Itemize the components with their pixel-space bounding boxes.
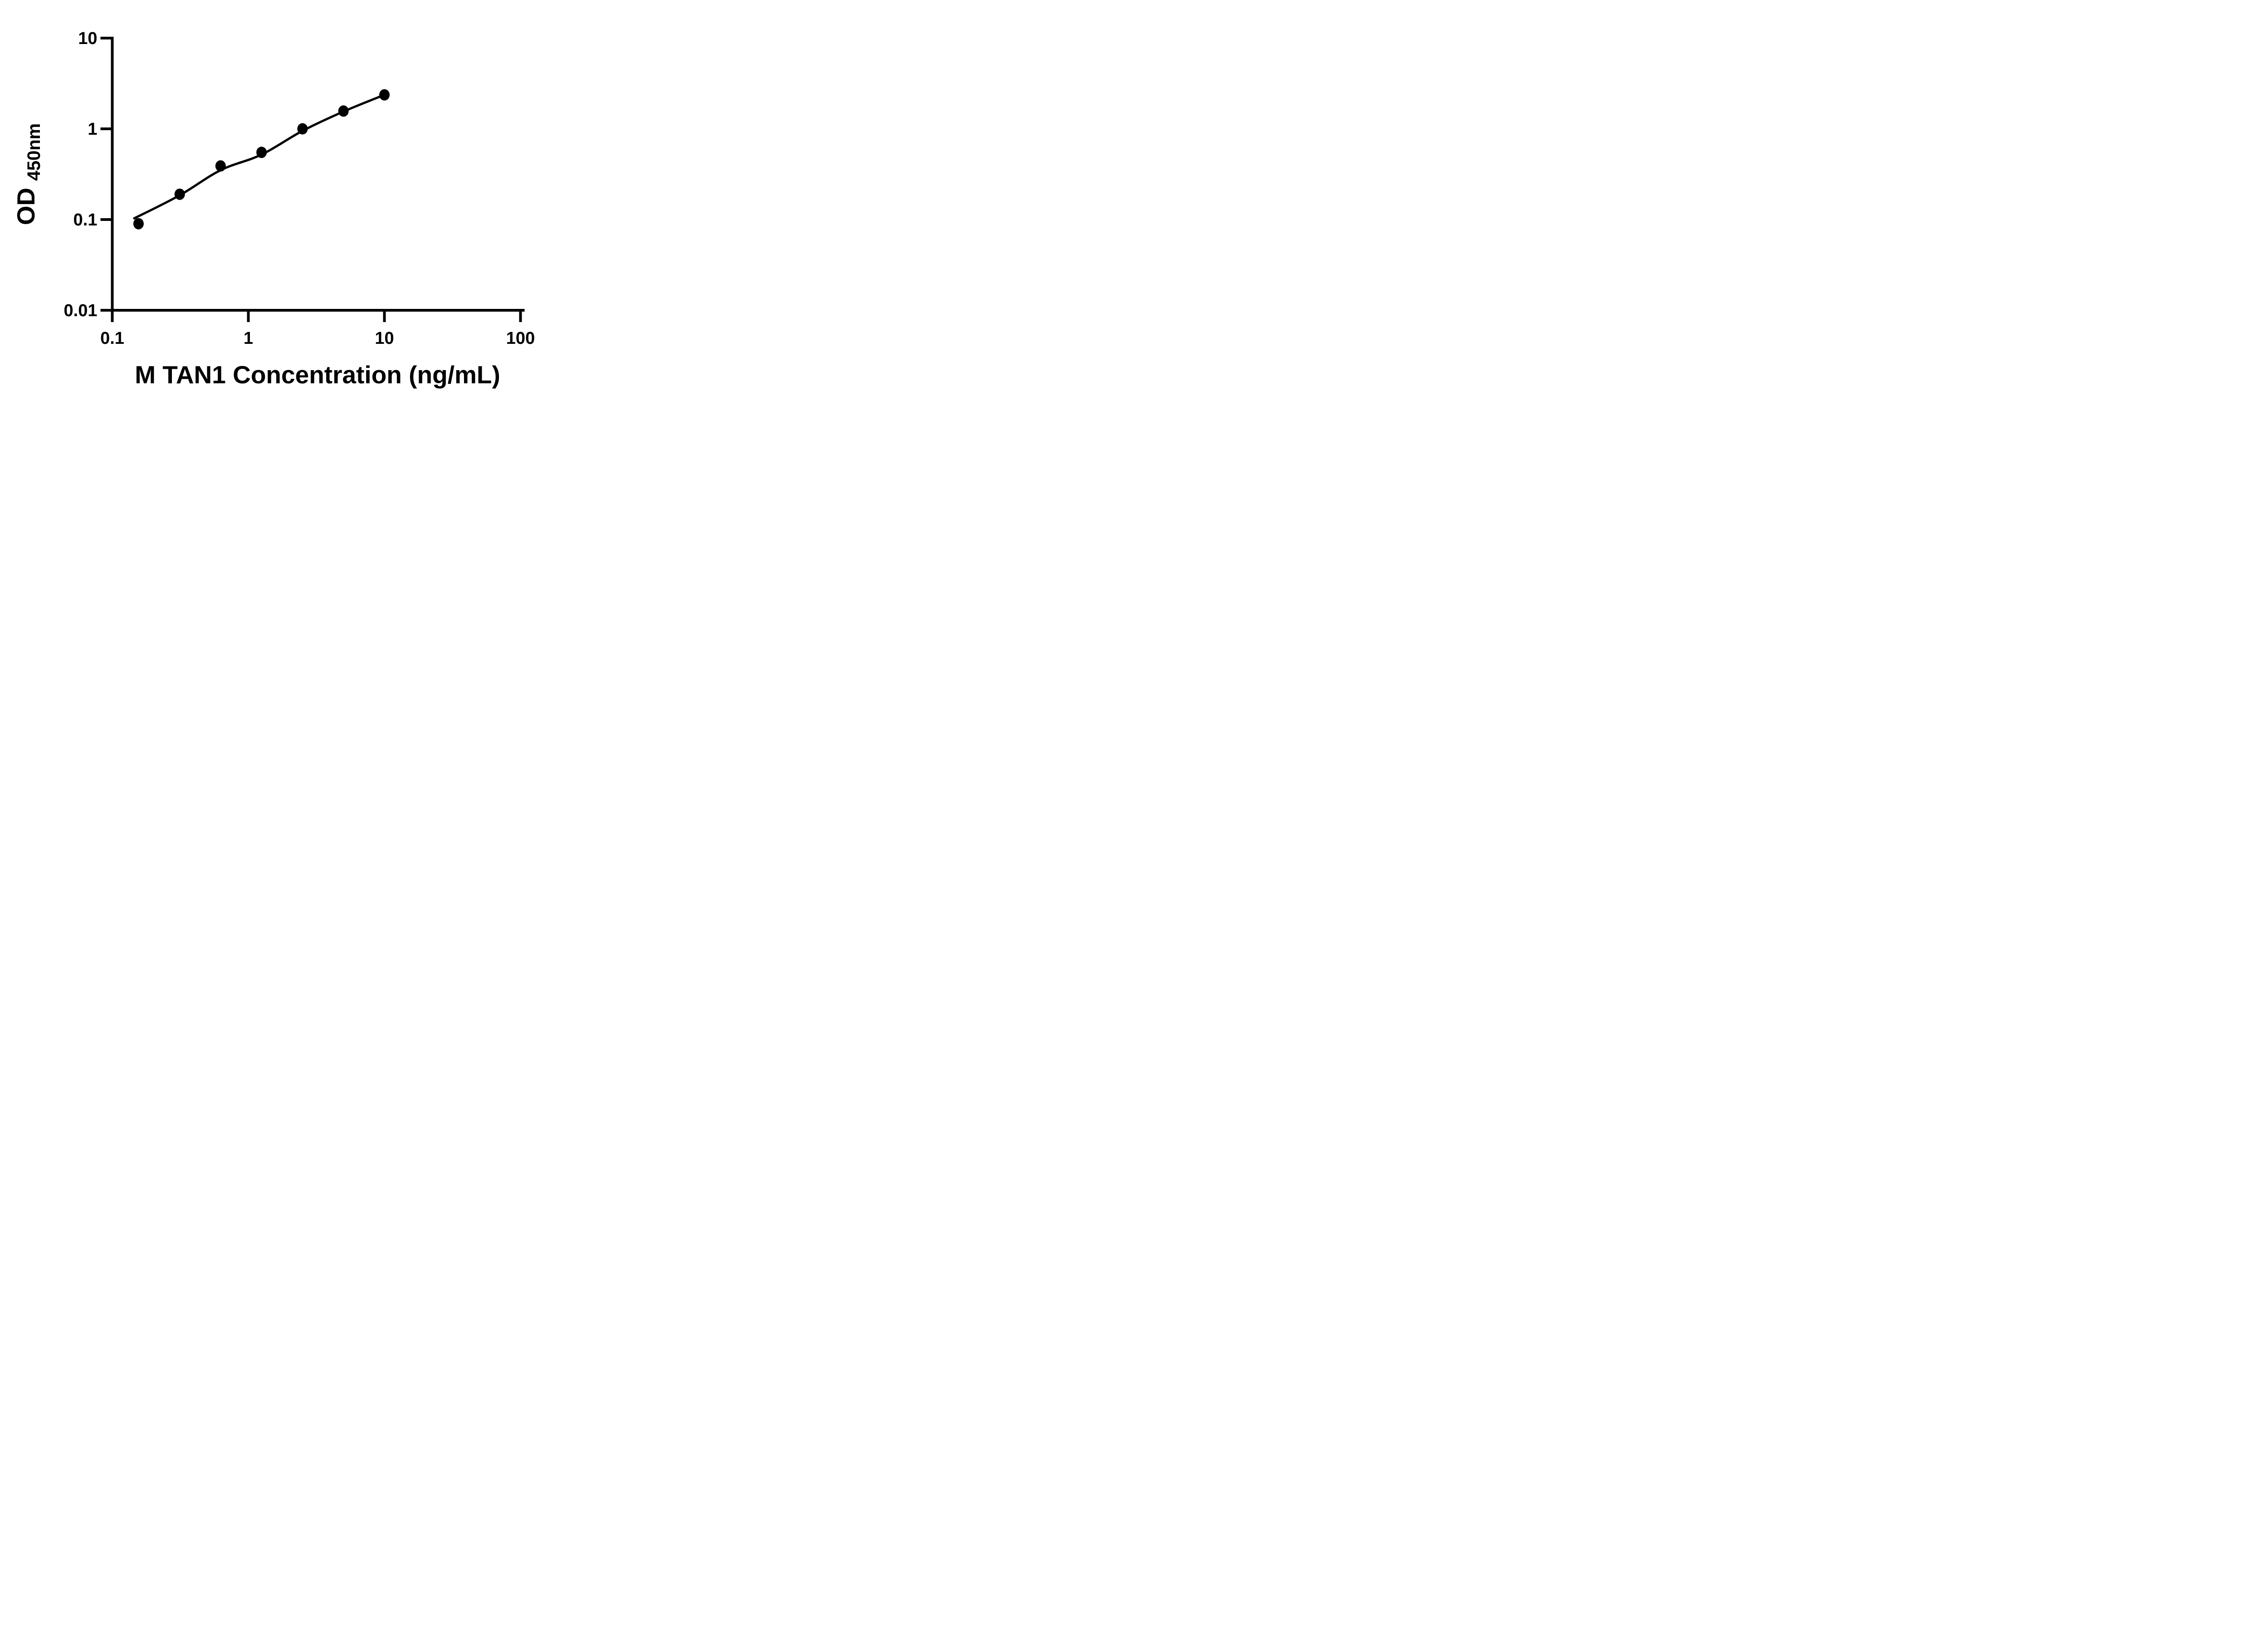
tick-layer [100,37,522,322]
y-tick [100,309,112,312]
x-tick-label: 0.1 [100,329,124,348]
chart-figure: 0.01 0.1 1 10 0.1 1 10 100 M TAN1 Concentration… [0,0,583,408]
y-tick [100,37,112,39]
axes-layer [111,37,525,312]
x-tick-label: 10 [375,329,394,348]
y-axis-title: OD 450nm [12,123,44,225]
data-point [338,105,349,117]
x-tick [111,310,114,322]
plot-layer [133,89,390,230]
x-axis-title: M TAN1 Concentration (ng/mL) [135,361,500,389]
y-tick [100,127,112,130]
x-axis-line [111,309,525,312]
data-point [379,89,390,101]
x-tick-label: 1 [244,329,253,348]
data-point [133,218,144,230]
x-tick [247,310,250,322]
data-point [297,123,308,135]
data-point [215,160,226,172]
data-point [174,188,185,200]
y-tick [100,218,112,221]
y-tick-label: 10 [78,29,97,48]
data-point [256,147,267,158]
x-tick-label: 100 [506,329,535,348]
y-tick-label: 0.01 [64,301,98,320]
y-tick-label: 1 [88,120,97,139]
y-axis-line [111,37,114,312]
x-tick [519,310,522,322]
x-tick [383,310,386,322]
y-tick-label: 0.1 [73,210,98,230]
y-axis-title-subscript: 450nm [24,123,44,181]
y-axis-title-base: OD [12,188,40,225]
